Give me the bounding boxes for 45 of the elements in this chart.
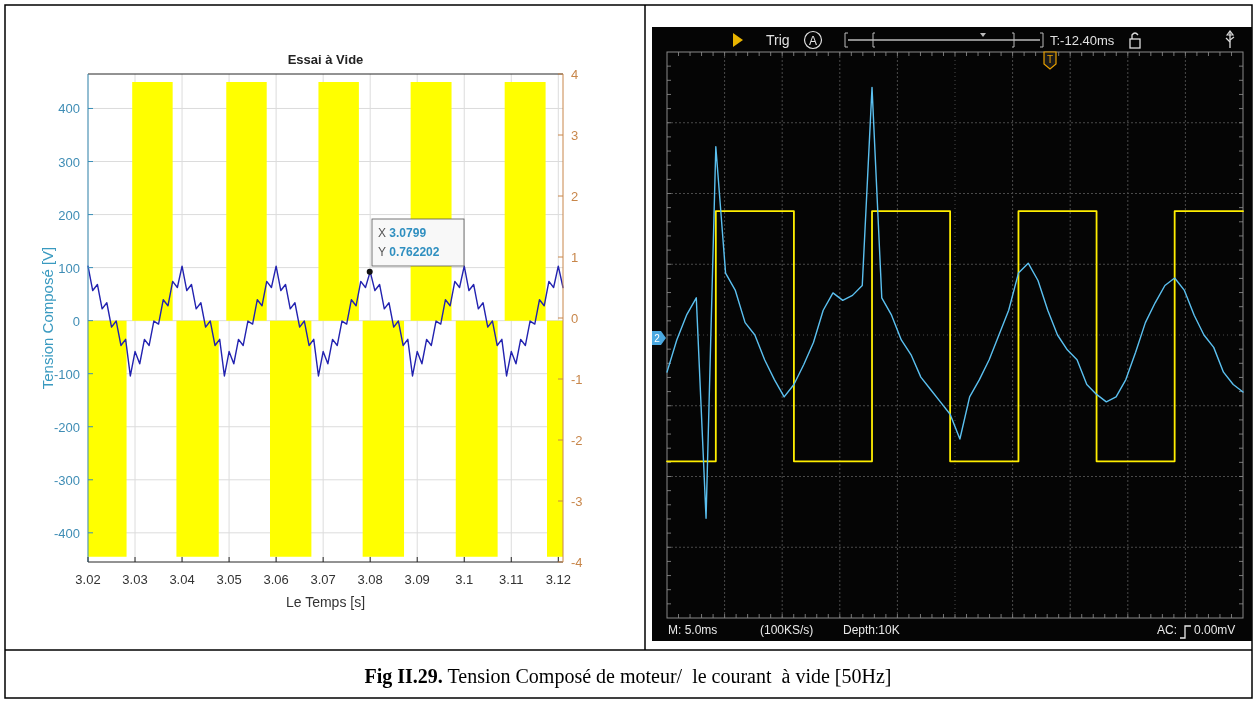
y2-tick-label: -4 [571,555,583,570]
text: Depth:10K [843,623,900,637]
x-tick-label: 3.03 [122,572,148,587]
y-tick-label: -100 [53,366,80,382]
y-axis-title: Tension Composé [V] [39,246,56,390]
y2-tick-label: -3 [571,494,583,509]
x-tick-label: 3.05 [216,572,242,587]
text: AC: [1157,623,1178,637]
channel-marker-icon: 2 [652,331,666,345]
x-tick-label: 3.11 [499,572,524,587]
circled-letter-icon: A [803,30,823,50]
y2-tick-label: 1 [571,250,579,265]
line-series [87,265,564,377]
x-axis-title: Le Temps [s] [285,594,366,610]
y2-tick-label: 4 [571,67,579,82]
text: Fig II.29. [364,665,443,688]
y-tick-label: -200 [53,419,80,435]
y2-tick-label: 0 [571,311,579,326]
text: 0.00mV [1194,623,1236,637]
text: Trig [766,32,790,48]
y-tick-label: 0 [72,313,80,329]
x-tick-label: 3.09 [404,572,430,587]
y-tick-label: 400 [58,101,80,117]
x-tick-label: 3.12 [545,572,571,587]
y2-tick-label: 3 [571,128,579,143]
x-tick-label: 3.04 [169,572,195,587]
chart-title: Essai à Vide [287,52,364,67]
y2-tick-label: -2 [571,433,583,448]
annotation: X 3.0799 Y 0.762202 [378,226,440,259]
text: T:-12.40ms [1050,33,1115,48]
x-tick-label: 3.1 [455,572,474,587]
y-tick-label: -400 [53,525,80,541]
y2-tick-label: 2 [571,189,579,204]
x-tick-label: 3.06 [263,572,289,587]
y-tick-label: 100 [58,260,80,276]
x-tick-label: 3.08 [357,572,383,587]
y-tick-label: 300 [58,154,80,170]
text: Tension Composé de moteur/ le courant à vide [50Hz] [442,665,892,688]
text: (100KS/s) [760,623,814,637]
x-tick-label: 3.07 [310,572,336,587]
y-tick-label: 200 [58,207,80,223]
text: M: 5.0ms [668,623,718,637]
x-tick-label: 3.02 [75,572,101,587]
y2-tick-label: -1 [571,372,583,387]
y-tick-label: -300 [53,472,80,488]
